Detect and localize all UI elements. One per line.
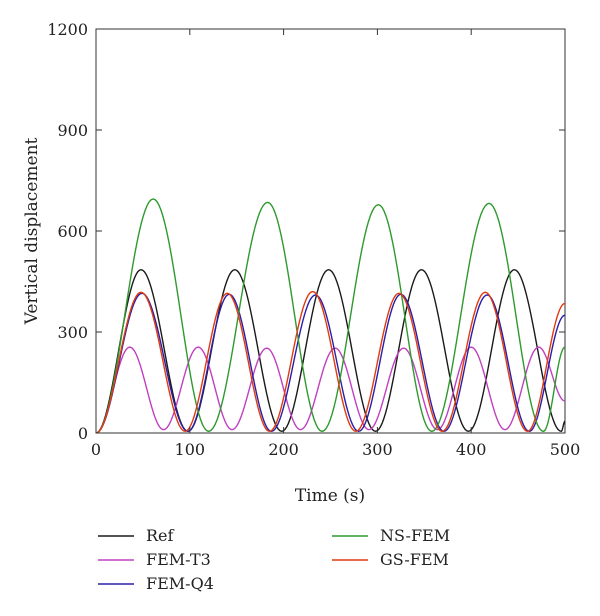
x-tick-label: 300 (362, 440, 393, 459)
legend-label-ref: Ref (146, 526, 175, 545)
legend-label-gs-fem: GS-FEM (380, 550, 449, 569)
legend: Ref FEM-T3 FEM-Q4 NS-FEM GS-FEM (98, 526, 450, 593)
ticks-layer: 0 100 200 300 400 500 0 300 600 900 1200 (47, 20, 580, 459)
y-tick-label: 900 (57, 121, 88, 140)
series-line-ns-fem (96, 199, 565, 433)
x-tick-label: 100 (175, 440, 206, 459)
x-tick-label: 400 (456, 440, 487, 459)
x-tick-label: 0 (91, 440, 101, 459)
y-axis-title: Vertical displacement (22, 137, 42, 325)
y-tick-label: 0 (78, 424, 88, 443)
y-tick-label: 300 (57, 323, 88, 342)
x-tick-label: 200 (268, 440, 299, 459)
legend-label-fem-q4: FEM-Q4 (146, 574, 214, 593)
legend-label-fem-t3: FEM-T3 (146, 550, 211, 569)
y-tick-label: 600 (57, 222, 88, 241)
y-tick-label: 1200 (47, 20, 88, 39)
x-axis-title: Time (s) (295, 486, 365, 506)
x-tick-label: 500 (550, 440, 581, 459)
series-layer (96, 199, 565, 433)
legend-label-ns-fem: NS-FEM (380, 526, 450, 545)
